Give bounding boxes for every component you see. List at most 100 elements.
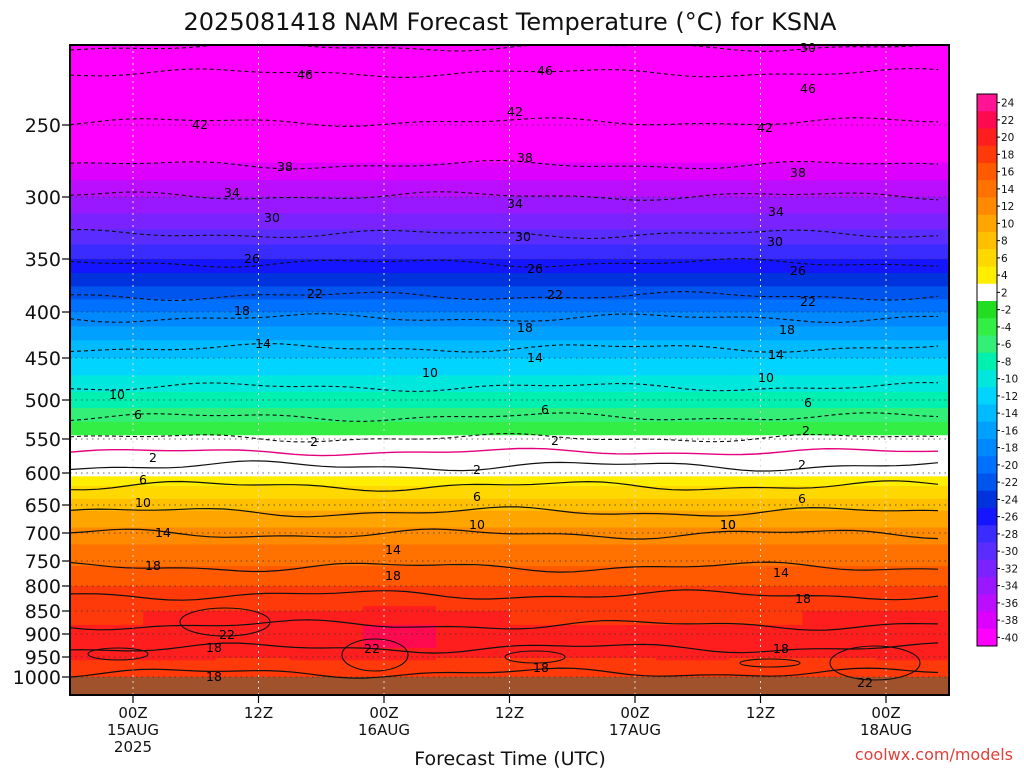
temperature-cell — [70, 465, 144, 468]
temperature-cell — [875, 229, 949, 234]
temperature-cell — [875, 305, 949, 310]
temperature-cell — [216, 463, 291, 466]
temperature-cell — [216, 99, 291, 106]
temperature-cell — [436, 395, 511, 401]
temperature-cell — [143, 344, 218, 350]
temperature-cell — [70, 571, 144, 577]
isotherm-negative — [70, 258, 939, 268]
temperature-cell — [289, 197, 364, 202]
temperature-cell — [582, 77, 657, 84]
temperature-cell — [143, 77, 218, 84]
temperature-cell — [729, 375, 804, 381]
temperature-cell — [656, 213, 730, 219]
temperature-cell — [363, 251, 437, 256]
temperature-cell — [729, 248, 804, 253]
temperature-cell — [143, 404, 218, 409]
temperature-cell — [436, 478, 511, 482]
temperature-cell — [729, 674, 804, 677]
temperature-cell — [582, 465, 657, 468]
temperature-cell — [143, 495, 218, 500]
temperature-cell — [582, 527, 657, 533]
contour-label: 2 — [551, 433, 559, 448]
temperature-cell — [875, 586, 949, 592]
temperature-cell — [802, 451, 877, 455]
temperature-cell — [289, 435, 364, 439]
temperature-cell — [143, 633, 218, 637]
temperature-cell — [289, 60, 364, 68]
temperature-cell — [656, 387, 730, 393]
temperature-cell — [143, 527, 218, 533]
temperature-cell — [582, 225, 657, 230]
temperature-cell — [582, 326, 657, 331]
temperature-cell — [289, 296, 364, 300]
temperature-cell — [216, 272, 291, 277]
temperature-cell — [70, 483, 144, 487]
temperature-cell — [436, 670, 511, 673]
temperature-cell — [70, 358, 144, 363]
temperature-cell — [802, 326, 877, 331]
temperature-cell — [436, 251, 511, 256]
temperature-cell — [143, 302, 218, 307]
temperature-cell — [70, 660, 144, 664]
temperature-cell — [363, 276, 437, 281]
temperature-cell — [509, 448, 584, 452]
temperature-cell — [436, 630, 511, 635]
temperature-cell — [656, 458, 730, 461]
temperature-cell — [875, 349, 949, 355]
temperature-cell — [582, 468, 657, 472]
isotherm-negative — [70, 313, 939, 323]
temperature-cell — [509, 453, 584, 457]
temperature-cell — [656, 627, 730, 632]
temperature-cell — [216, 400, 291, 405]
temperature-cell — [875, 527, 949, 533]
temperature-cell — [143, 289, 218, 294]
temperature-cell — [802, 387, 877, 393]
temperature-cell — [509, 415, 584, 420]
temperature-cell — [363, 366, 437, 372]
temperature-cell — [656, 233, 730, 238]
temperature-cell — [656, 440, 730, 445]
temperature-cell — [802, 197, 877, 202]
temperature-cell — [70, 248, 144, 253]
temperature-cell — [363, 519, 437, 525]
temperature-cell — [729, 453, 804, 457]
temperature-cell — [656, 329, 730, 334]
temperature-cell — [363, 305, 437, 310]
temperature-cell — [289, 366, 364, 372]
temperature-cell — [802, 440, 877, 445]
temperature-cell — [216, 286, 291, 291]
temperature-cell — [363, 653, 437, 657]
temperature-cell — [802, 379, 877, 385]
temperature-cell — [143, 674, 218, 677]
temperature-cell — [216, 458, 291, 461]
temperature-cell — [509, 540, 584, 546]
temperature-cell — [802, 639, 877, 643]
temperature-cell — [656, 673, 730, 676]
temperature-cell — [436, 312, 511, 317]
temperature-cell — [802, 349, 877, 355]
temperature-cell — [436, 636, 511, 640]
temperature-cell — [216, 465, 291, 468]
temperature-cell — [216, 658, 291, 661]
temperature-cell — [875, 213, 949, 219]
temperature-cell — [729, 244, 804, 249]
temperature-cell — [363, 115, 437, 121]
temperature-cell — [509, 633, 584, 637]
temperature-cell — [582, 283, 657, 287]
temperature-cell — [289, 535, 364, 541]
temperature-cell — [509, 259, 584, 264]
temperature-cell — [875, 645, 949, 649]
temperature-cell — [509, 371, 584, 376]
contour-label: 18 — [773, 641, 789, 656]
temperature-cell — [70, 292, 144, 297]
temperature-cell — [509, 201, 584, 206]
colorbar-swatch — [977, 508, 997, 526]
temperature-cell — [729, 180, 804, 186]
temperature-cell — [70, 531, 144, 537]
isotherm-negative — [70, 291, 939, 301]
temperature-cell — [289, 262, 364, 267]
temperature-cell — [143, 468, 218, 472]
temperature-cell — [70, 519, 144, 525]
temperature-cell — [363, 633, 437, 637]
temperature-cell — [436, 505, 511, 509]
